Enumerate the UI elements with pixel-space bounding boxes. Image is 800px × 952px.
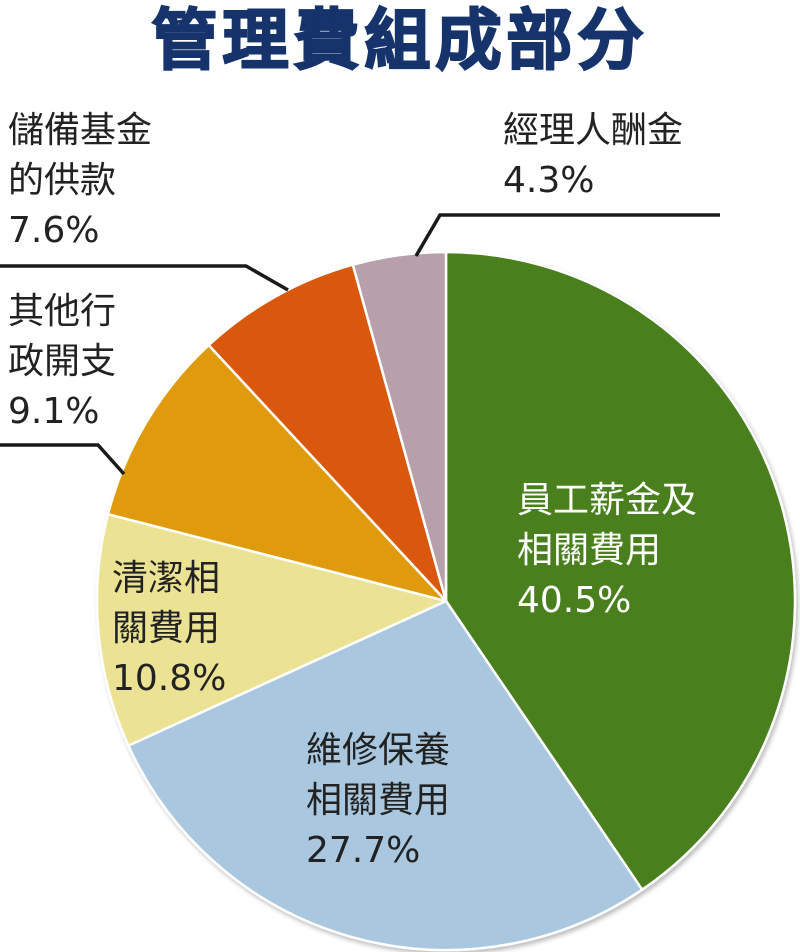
slice-value: 27.7% <box>306 830 420 871</box>
slice-label-1: 員工薪金及相關費用 40.5% <box>517 480 697 621</box>
slice-value: 7.6% <box>8 210 99 251</box>
leader-line-6 <box>414 213 720 257</box>
slice-label-line: 其他行 <box>8 291 116 332</box>
slice-label-line: 政開支 <box>8 341 116 382</box>
slice-label-line: 儲備基金 <box>8 110 152 151</box>
pie-slice-4 <box>106 343 448 603</box>
slice-value: 4.3% <box>503 160 594 201</box>
slice-label-line: 關費用 <box>112 608 220 649</box>
slice-value: 10.8% <box>112 658 226 699</box>
leader-line-4 <box>0 443 126 476</box>
leader-line-5 <box>0 264 289 292</box>
pie-slice-3 <box>95 512 448 747</box>
pie-slice-6 <box>351 250 448 603</box>
slice-label-line: 員工薪金及 <box>517 480 697 521</box>
chart-title: 管理費組成部分 <box>151 1 649 80</box>
slice-value: 9.1% <box>8 391 99 432</box>
pie-slice-5 <box>207 263 448 603</box>
slice-label-line: 的供款 <box>8 160 116 201</box>
pie-slice-1 <box>444 250 797 891</box>
slice-label-line: 維修保養 <box>306 730 450 771</box>
slice-label-4: 其他行政開支 9.1% <box>8 291 116 432</box>
slice-label-line: 經理人酬金 <box>503 110 683 151</box>
slice-label-6: 經理人酬金 4.3% <box>503 110 683 201</box>
slice-label-5: 儲備基金的供款 7.6% <box>8 110 152 251</box>
slice-label-line: 清潔相 <box>112 558 220 599</box>
slice-label-line: 相關費用 <box>517 530 661 571</box>
slice-label-line: 相關費用 <box>306 780 450 821</box>
slice-value: 40.5% <box>517 580 631 621</box>
slice-label-2: 維修保養相關費用 27.7% <box>306 730 450 871</box>
slice-label-3: 清潔相關費用 10.8% <box>112 558 226 699</box>
